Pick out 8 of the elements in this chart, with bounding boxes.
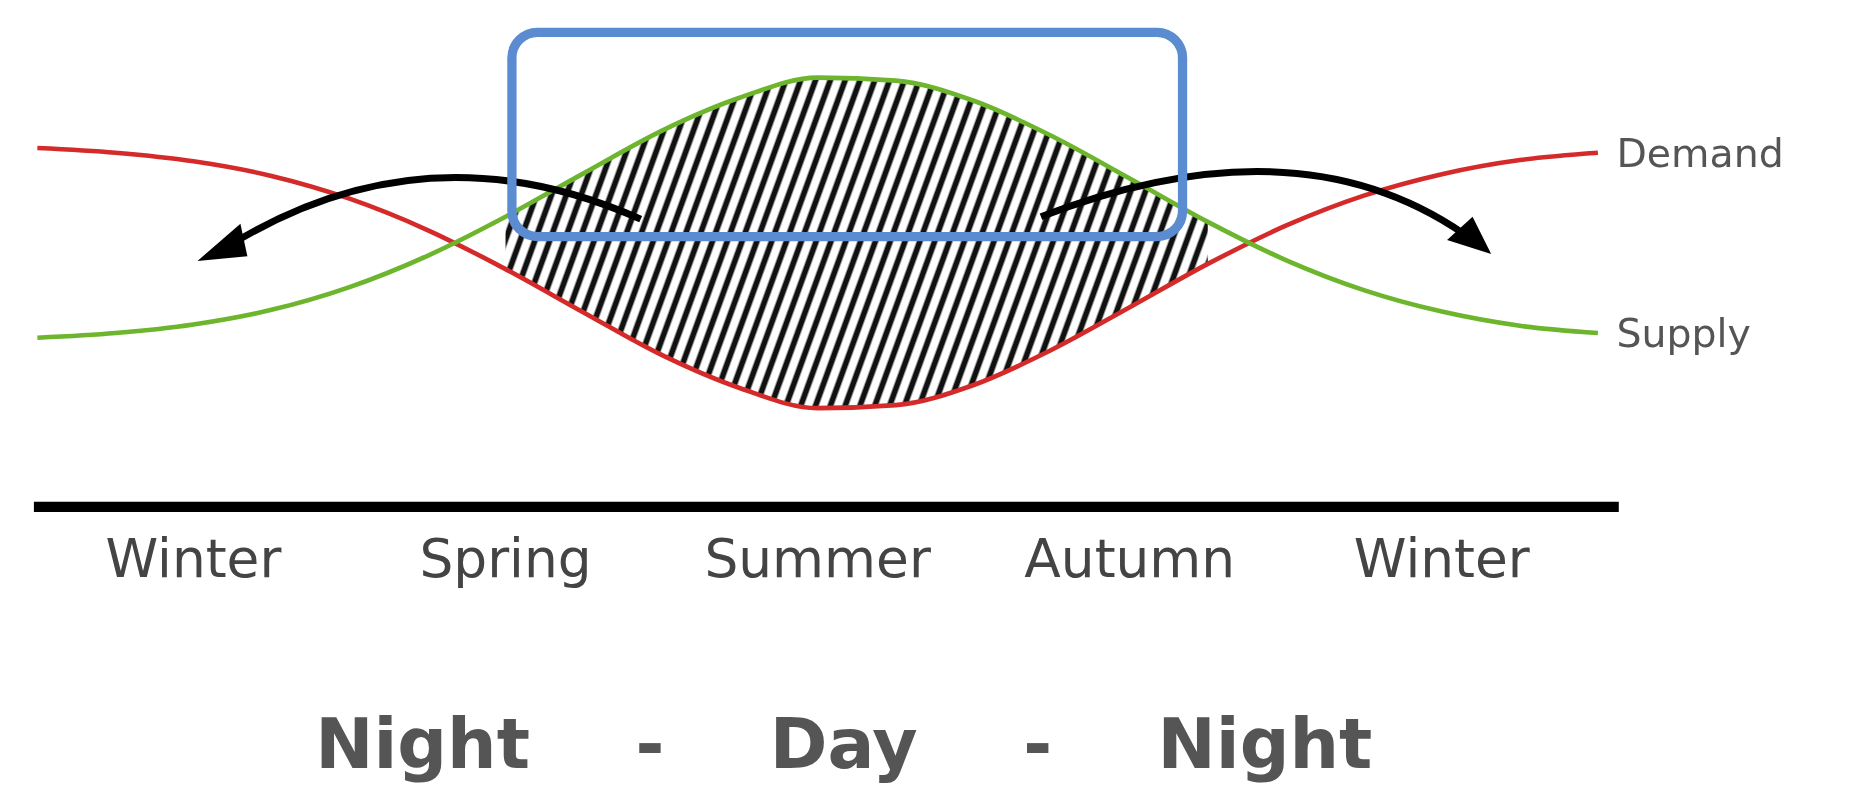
- text: Night - Day - Night: [315, 702, 1373, 784]
- series-label: Demand: [1616, 129, 1784, 176]
- series-label: Supply: [1616, 309, 1751, 356]
- x-tick-label: Summer: [704, 526, 931, 590]
- x-tick-label: Spring: [419, 526, 592, 590]
- x-tick-label: Winter: [1353, 526, 1530, 590]
- x-tick-label: Autumn: [1024, 526, 1236, 590]
- x-tick-label: Winter: [105, 526, 282, 590]
